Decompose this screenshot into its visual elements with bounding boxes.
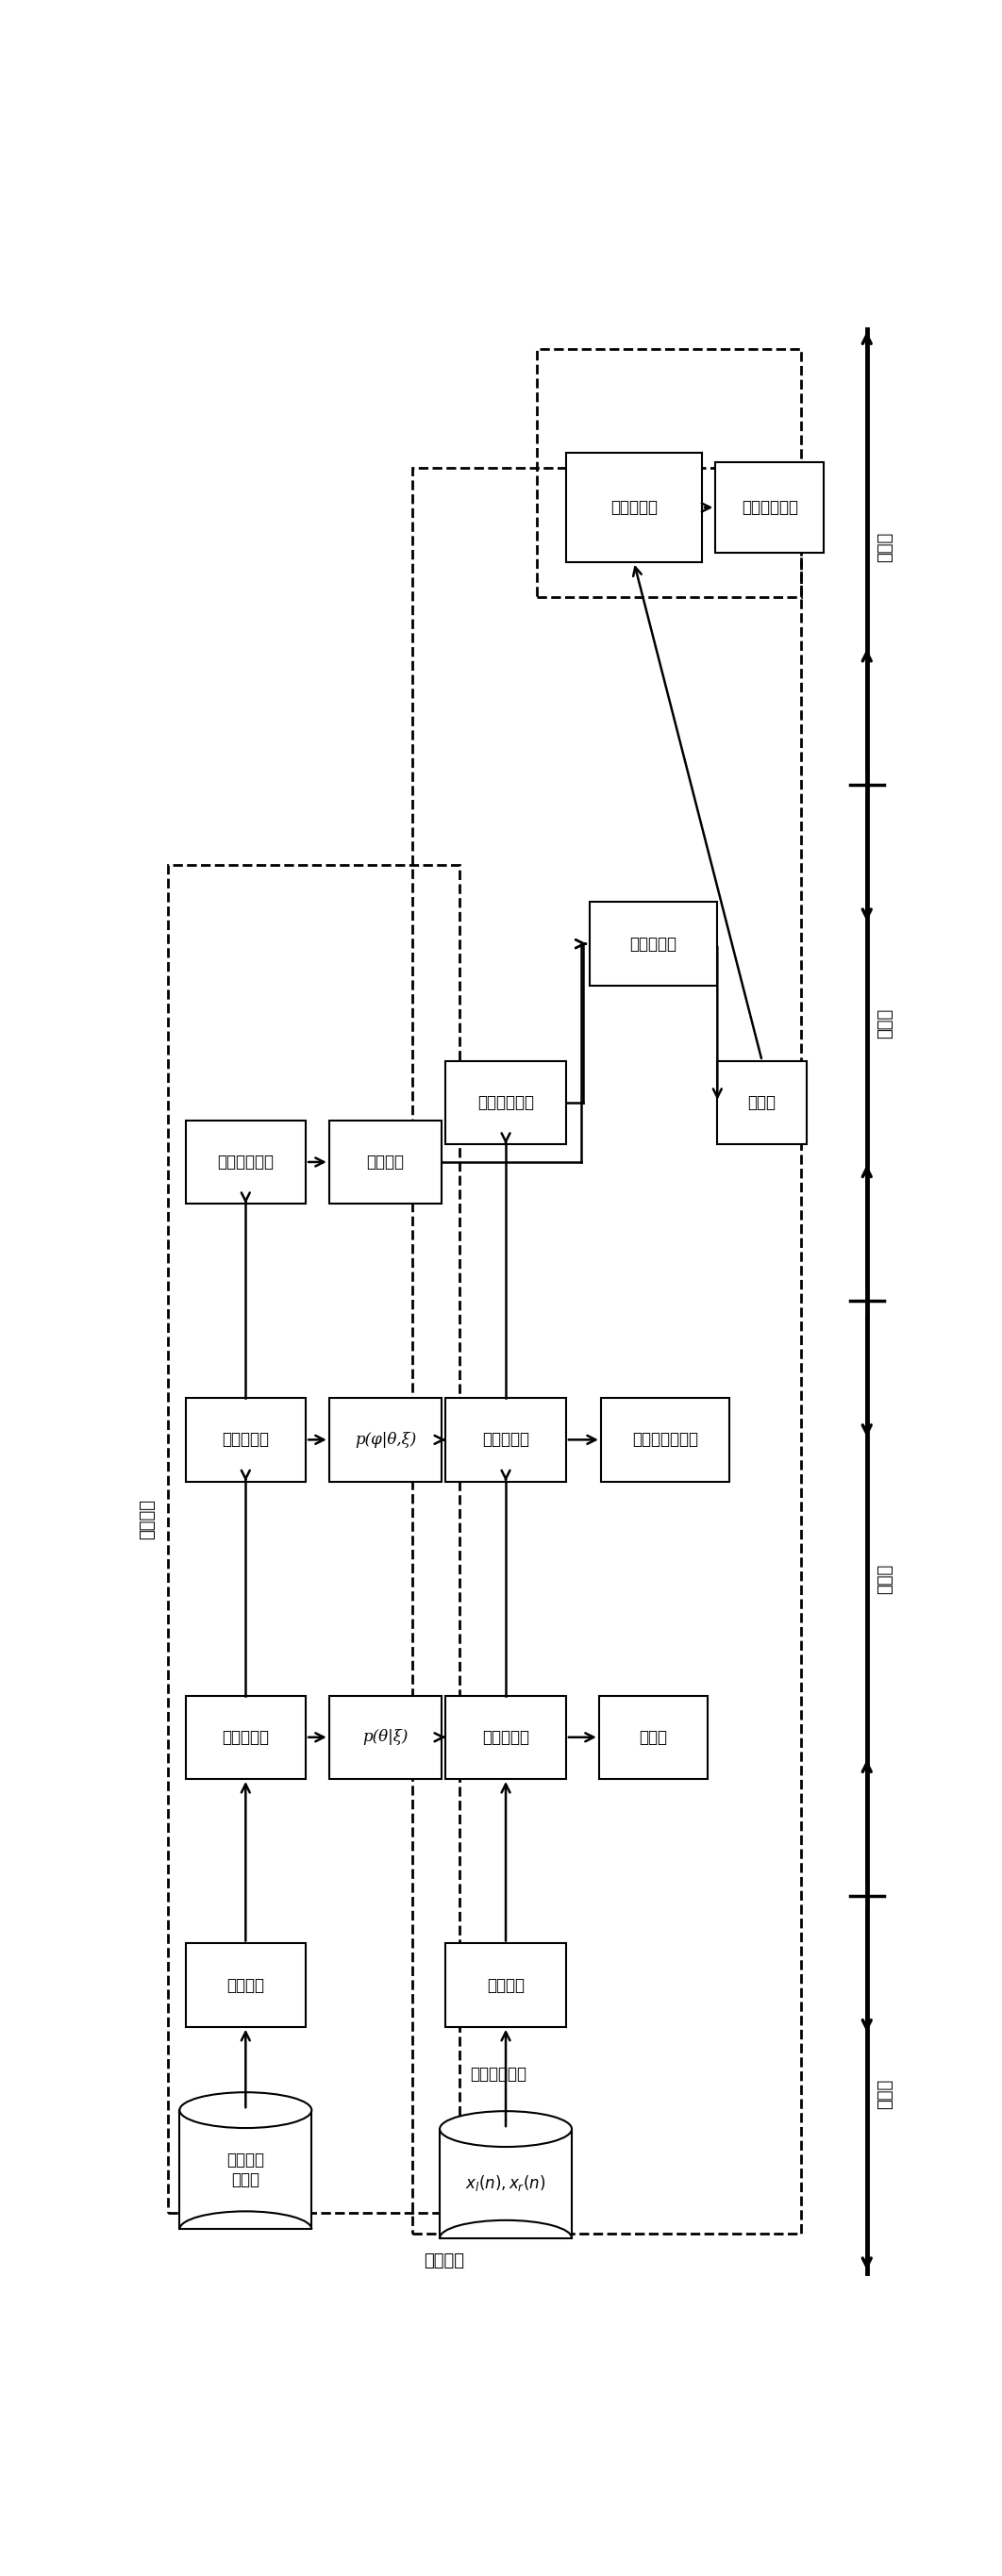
Text: 双耳能量差: 双耳能量差 — [222, 1432, 270, 1448]
Text: 互相关传
递函数: 互相关传 递函数 — [226, 2151, 265, 2187]
Bar — [185, 1121, 306, 1203]
Text: p(φ|θ,ξ): p(φ|θ,ξ) — [355, 1432, 416, 1448]
Bar — [446, 1061, 566, 1144]
Text: 时延估计: 时延估计 — [487, 1976, 525, 1994]
Text: 双耳匹配滤波: 双耳匹配滤波 — [217, 1154, 274, 1170]
Bar — [537, 348, 801, 598]
Text: p(θ|ξ): p(θ|ξ) — [363, 1728, 408, 1747]
Text: 双耳时间差: 双耳时间差 — [222, 1728, 270, 1747]
Text: 可靠频带选择: 可靠频带选择 — [470, 2066, 526, 2084]
Bar — [440, 2128, 572, 2239]
Text: 转向角、俧仰角: 转向角、俧仰角 — [632, 1432, 698, 1448]
Text: 冲激响应: 冲激响应 — [367, 1154, 404, 1170]
Text: 最终定位结果: 最终定位结果 — [741, 500, 798, 515]
Bar — [601, 1399, 729, 1481]
Text: 相似度: 相似度 — [747, 1095, 777, 1110]
Bar — [168, 866, 459, 2213]
Bar — [599, 1695, 707, 1780]
Bar — [329, 1121, 442, 1203]
Text: 时延估计: 时延估计 — [226, 1976, 265, 1994]
Ellipse shape — [440, 2112, 572, 2146]
Bar — [329, 1399, 442, 1481]
Text: 转向角: 转向角 — [639, 1728, 667, 1747]
Text: 决策层: 决策层 — [876, 531, 893, 562]
Bar — [589, 902, 717, 987]
Bar — [185, 1399, 306, 1481]
Bar — [446, 1695, 566, 1780]
Text: 离线训练: 离线训练 — [138, 1499, 155, 1540]
Text: 实时定位: 实时定位 — [424, 2251, 465, 2269]
Bar — [185, 1942, 306, 2027]
Bar — [566, 453, 701, 562]
Bar — [717, 1061, 807, 1144]
Text: 双耳时间差: 双耳时间差 — [482, 1728, 529, 1747]
Text: 双耳匹配滤波: 双耳匹配滤波 — [478, 1095, 534, 1110]
Text: 贝叶斯决策: 贝叶斯决策 — [610, 500, 657, 515]
Bar — [329, 1695, 442, 1780]
Bar — [179, 2110, 312, 2228]
Text: 第二层: 第二层 — [876, 1564, 893, 1595]
Bar — [446, 1399, 566, 1481]
Text: $x_l(n), x_r(n)$: $x_l(n), x_r(n)$ — [466, 2174, 546, 2192]
Bar — [715, 461, 824, 554]
Text: 第三层: 第三层 — [876, 1007, 893, 1038]
Bar — [185, 1695, 306, 1780]
Text: 第一层: 第一层 — [876, 2079, 893, 2110]
Bar — [413, 469, 801, 2233]
Bar — [446, 1942, 566, 2027]
Text: 余弦相似性: 余弦相似性 — [629, 935, 677, 953]
Text: 双耳能量差: 双耳能量差 — [482, 1432, 529, 1448]
Ellipse shape — [179, 2092, 312, 2128]
